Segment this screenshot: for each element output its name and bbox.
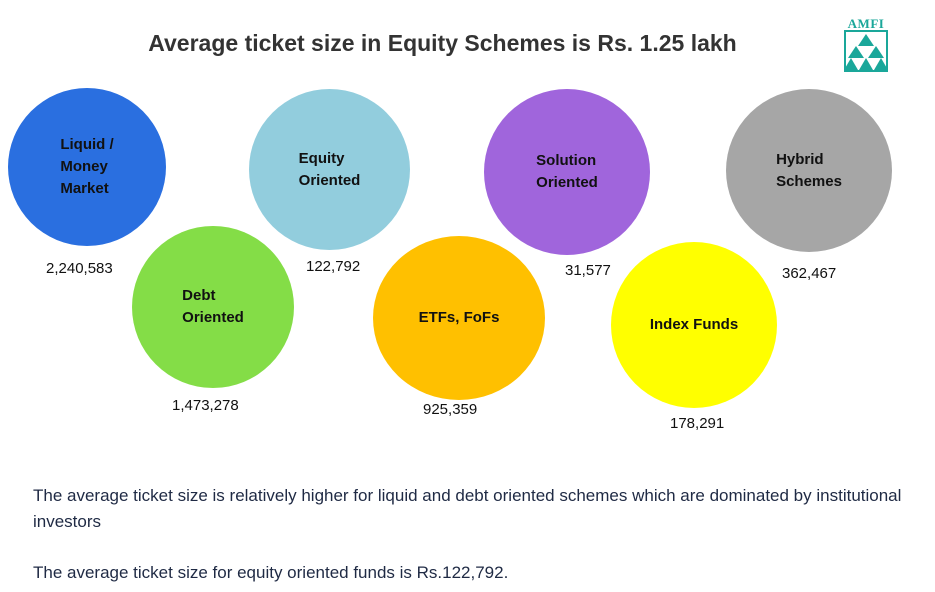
circle-label: Solution Oriented [536, 152, 598, 191]
circle-label: Index Funds [649, 316, 739, 333]
circle-hybrid-schemes: Hybrid Schemes [726, 89, 892, 252]
value-solution-oriented: 31,577 [565, 262, 611, 279]
logo-text: AMFI [847, 16, 885, 31]
value-liquid-money-market: 2,240,583 [46, 260, 113, 277]
circle-debt-oriented: Debt Oriented [132, 226, 294, 388]
value-equity-oriented: 122,792 [306, 258, 361, 275]
value-etfs-fofs: 925,359 [423, 401, 478, 418]
circle-etfs-fofs: ETFs, FoFs [373, 236, 545, 400]
logo-triangles-icon [844, 30, 888, 72]
circle-liquid-money-market: Liquid / Money Market [8, 88, 166, 246]
value-index-funds: 178,291 [670, 415, 725, 432]
amfi-logo: AMFI [842, 16, 890, 74]
note-text: The average ticket size for equity orien… [33, 563, 509, 582]
circle-solution-oriented: Solution Oriented [484, 89, 650, 255]
circle-equity-oriented: Equity Oriented [249, 89, 410, 250]
circle-label: Debt Oriented [182, 287, 244, 326]
circle-label: Equity Oriented [298, 149, 361, 189]
value-debt-oriented: 1,473,278 [172, 397, 239, 414]
note-text: The average ticket size is relatively hi… [33, 486, 902, 531]
circle-index-funds: Index Funds [611, 242, 777, 408]
value-hybrid-schemes: 362,467 [782, 265, 837, 282]
circle-label: ETFs, FoFs [418, 309, 500, 326]
page-title: Average ticket size in Equity Schemes is… [148, 30, 737, 56]
circle-label: Hybrid Schemes [776, 150, 842, 190]
circle-label: Liquid / Money Market [60, 136, 114, 197]
